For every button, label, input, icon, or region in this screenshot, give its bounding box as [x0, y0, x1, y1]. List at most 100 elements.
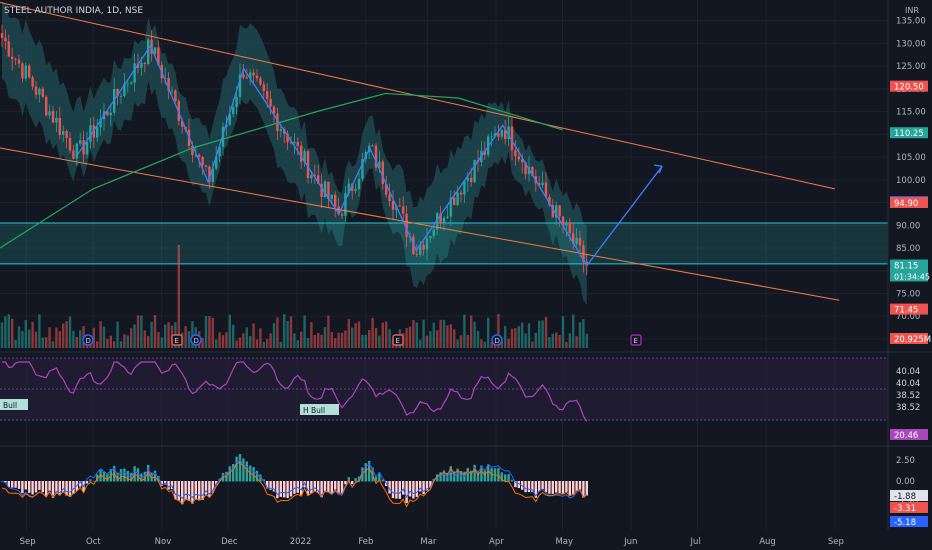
candle-body	[327, 181, 330, 199]
macd-histogram-bar	[568, 481, 571, 496]
macd-histogram-bar	[92, 480, 95, 482]
candle-body	[201, 156, 204, 166]
macd-histogram-bar	[79, 481, 82, 487]
macd-histogram-bar	[317, 481, 320, 494]
macd-histogram-bar	[551, 481, 554, 494]
volume-bar	[527, 323, 531, 348]
candle-body	[276, 113, 279, 131]
candle-body	[344, 193, 347, 216]
volume-bar	[572, 314, 575, 348]
candle-body	[551, 204, 554, 218]
volume-bar	[79, 330, 82, 348]
time-tick-label: Oct	[86, 537, 101, 547]
macd-histogram-bar	[198, 481, 201, 501]
macd-histogram-bar	[11, 481, 14, 488]
volume-bar	[160, 337, 163, 348]
time-tick-label: Dec	[221, 537, 238, 547]
volume-bar	[538, 320, 541, 348]
volume-bar	[541, 320, 544, 348]
rsi-signal-label: H Bull	[303, 406, 325, 415]
macd-histogram-bar	[310, 481, 313, 494]
macd-histogram-bar	[17, 481, 21, 489]
macd-histogram-bar	[323, 481, 327, 492]
volume-bar	[408, 326, 412, 348]
candle-body	[194, 154, 197, 156]
volume-bar	[113, 341, 116, 348]
candle-body	[361, 159, 364, 179]
macd-histogram-bar	[21, 481, 24, 494]
candle-body	[245, 77, 248, 79]
candle-body	[252, 72, 255, 76]
candle-body	[456, 192, 459, 205]
candle-body	[415, 254, 418, 255]
macd-histogram-bar	[143, 471, 146, 482]
volume-bar	[558, 335, 561, 348]
candle-body	[483, 150, 486, 155]
channel-lower-line	[0, 147, 840, 301]
macd-histogram-bar	[174, 481, 177, 500]
macd-histogram-bar	[41, 481, 44, 493]
candle-body	[306, 151, 310, 179]
macd-histogram-bar	[504, 474, 507, 482]
candle-body	[381, 161, 384, 185]
volume-bars	[0, 244, 588, 348]
macd-histogram-bar	[449, 466, 452, 482]
candle-body	[334, 194, 337, 207]
trend-lines[interactable]	[0, 2, 840, 301]
projection-arrowhead	[654, 164, 663, 174]
candle-body	[402, 206, 405, 214]
macd-tick-label: 0.00	[896, 477, 915, 487]
volume-bar	[432, 322, 435, 348]
candle-body	[470, 177, 473, 183]
macd-histogram-bar	[201, 481, 204, 500]
macd-value: -3.31	[894, 504, 916, 514]
candle-body	[14, 58, 17, 60]
candle-body	[514, 150, 517, 157]
macd-histogram-bar	[347, 477, 350, 482]
macd-histogram-bar	[480, 465, 483, 482]
candle-body	[65, 131, 68, 139]
price-badge-bg	[890, 127, 928, 139]
macd-histogram-bar	[269, 481, 272, 490]
volume-bar	[385, 321, 388, 348]
macd-histogram-bar	[582, 481, 585, 498]
earnings-marker	[171, 334, 183, 346]
macd-histogram-bar	[160, 481, 163, 486]
macd-histogram-bar	[391, 481, 395, 499]
candle-body	[96, 127, 99, 138]
macd-histogram-bar	[419, 481, 422, 492]
volume-bar	[510, 328, 514, 348]
candle-body	[153, 47, 157, 55]
candle-body	[466, 177, 469, 182]
candle-body	[228, 114, 231, 125]
candle-body	[351, 183, 354, 191]
candle-body	[473, 160, 476, 183]
volume-bar	[429, 331, 432, 348]
candle-body	[211, 168, 214, 183]
candle-body	[238, 74, 242, 97]
candle-body	[442, 217, 446, 224]
candle-body	[300, 145, 303, 162]
volume-bar	[306, 337, 310, 348]
volume-bar	[21, 331, 24, 348]
macd-histogram-bar	[181, 481, 184, 505]
macd-histogram-bar	[354, 478, 357, 482]
candle-body	[89, 125, 92, 142]
rsi-tick-label: 40.04	[896, 379, 920, 389]
macd-histogram-bar	[476, 470, 480, 482]
macd-value-bg	[890, 490, 928, 501]
candle-body	[347, 183, 350, 194]
macd-histogram-bar	[436, 474, 439, 482]
candle-body	[337, 206, 340, 215]
candle-body	[558, 205, 561, 217]
volume-bar	[38, 314, 41, 348]
volume-bar	[388, 329, 391, 348]
volume-bar	[106, 339, 109, 348]
price-badge: 81.15	[894, 262, 918, 272]
rsi-tick-label: 38.52	[896, 403, 920, 413]
zigzag-pattern-line	[76, 44, 663, 267]
price-tick-label: 75.00	[896, 289, 920, 299]
volume-bar	[565, 341, 568, 348]
